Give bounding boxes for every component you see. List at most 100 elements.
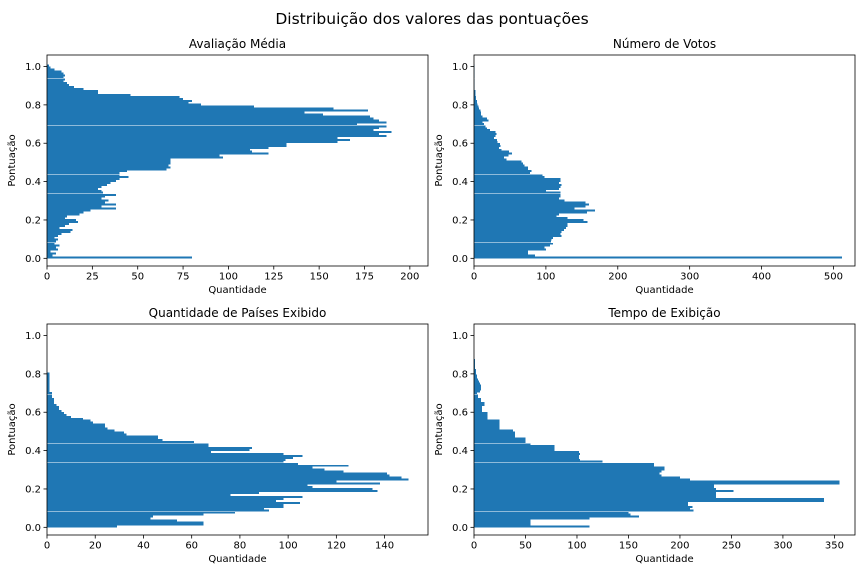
histogram-bar [474,421,500,424]
histogram-bar [474,359,476,362]
histogram-bar [47,217,66,220]
histogram-bar [474,364,476,367]
histogram-bar [47,396,52,399]
histogram-bar [47,478,409,481]
histogram-bar [47,137,338,140]
histogram-bar [47,240,57,243]
histogram-bar [47,121,387,124]
histogram-bar [47,140,338,143]
histogram-bar [47,232,62,235]
histogram-bar [47,197,102,200]
x-tick-label: 100 [567,541,586,552]
histogram-bar [474,213,559,216]
histogram-bar [474,256,843,259]
histogram-bar [474,449,555,451]
histogram-bar [474,490,734,493]
x-tick-label: 0 [471,541,477,552]
histogram-bar [47,486,313,489]
histogram-bar [474,388,482,391]
histogram-bar [47,99,193,102]
histogram-bar [47,138,350,141]
histogram-bar [474,435,516,438]
histogram-bar [474,184,562,187]
histogram-bar [47,101,189,104]
histogram-bar [474,521,531,524]
histogram-bar [47,505,284,508]
histogram-bar [47,103,202,106]
x-tick-label: 50 [519,541,532,552]
histogram-bar [47,398,55,401]
histogram-bar [474,462,655,465]
histogram-bar [47,193,116,196]
histogram-bar [474,419,500,422]
histogram-bar [474,466,665,469]
histogram-bar [47,378,50,381]
histogram-bar [474,109,481,112]
x-tick-label: 20 [89,541,102,552]
histogram-bars [47,64,392,259]
histogram-bar [47,402,55,404]
histogram-bar [47,503,284,506]
histogram-bar [474,501,689,504]
histogram-bar [474,445,555,448]
histogram-bar [474,460,603,463]
histogram-bar [47,78,66,81]
histogram-bar [47,419,91,422]
y-tick-label: 0.4 [25,177,41,188]
histogram-bar [474,427,500,430]
histogram-bar [474,201,586,204]
histogram-bar [47,227,60,229]
x-tick-label: 50 [131,272,144,283]
subplot-title: Quantidade de Países Exibido [149,306,327,320]
histogram-bar [47,225,66,228]
y-tick-label: 0.6 [452,139,468,150]
histogram-bar [474,93,476,96]
histogram-bar [474,244,551,247]
histogram-bar [474,390,481,393]
y-tick-label: 0.4 [25,446,41,457]
histogram-bar [47,228,73,231]
histogram-bar [474,398,482,401]
histogram-bar [47,223,69,226]
histogram-bar [474,439,526,442]
histogram-bar [47,82,67,85]
histogram-bar [47,195,106,198]
y-tick-label: 0.0 [25,254,41,265]
histogram-bar [47,470,344,473]
histogram-bar [47,187,98,190]
x-tick-label: 300 [773,541,792,552]
histogram-bar [47,113,323,116]
histogram-bar [474,433,516,436]
histogram-bar [47,230,71,233]
x-tick-label: 150 [619,541,638,552]
histogram-bar [47,488,373,491]
histogram-bar [47,131,392,134]
histogram-bar [474,99,477,102]
histogram-bar [47,476,402,479]
histogram-bar [47,162,171,165]
histogram-bar [47,154,220,157]
y-tick-label: 0.2 [452,215,468,226]
histogram-bar [47,213,80,216]
histogram-bar [47,107,334,110]
histogram-bar [47,91,98,94]
y-tick-label: 0.6 [25,139,41,150]
x-tick-label: 125 [264,272,283,283]
histogram-bar [474,129,490,132]
histogram-bars [474,64,843,259]
x-tick-label: 120 [327,541,346,552]
histogram-bar [474,91,476,94]
histogram-bar [474,400,482,403]
histogram-bar [474,101,477,104]
histogram-bar [47,150,253,153]
histogram-bar [47,496,303,498]
histogram-bar [474,394,479,397]
x-tick-label: 0 [44,272,50,283]
x-tick-label: 40 [137,541,150,552]
histogram-bar [474,254,536,257]
histogram-bar [47,443,209,446]
histogram-bar [474,119,489,122]
histogram-bar [47,234,58,237]
histogram-bar [474,156,505,159]
histogram-bar [47,90,98,93]
